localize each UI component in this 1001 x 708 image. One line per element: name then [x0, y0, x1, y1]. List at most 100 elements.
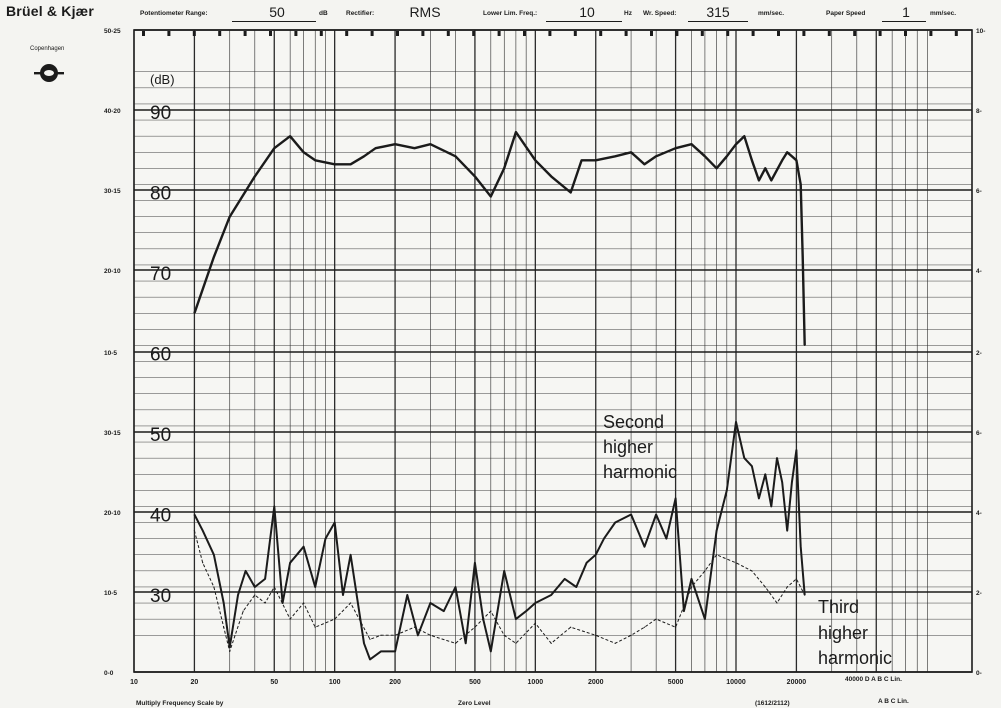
- data-point: [791, 481, 793, 483]
- sprocket-mark: [777, 31, 780, 36]
- left-scale-label: 30-15: [104, 430, 121, 437]
- data-point: [245, 570, 247, 572]
- data-point: [758, 497, 760, 499]
- data-point: [614, 521, 616, 524]
- sprocket-mark: [929, 31, 933, 36]
- data-point: [193, 312, 195, 314]
- y-tick-label: 70: [150, 264, 171, 285]
- y-tick-label: 90: [150, 103, 171, 124]
- data-point: [716, 167, 718, 169]
- data-point: [716, 554, 718, 556]
- sprocket-mark: [700, 31, 704, 36]
- data-point: [223, 626, 225, 628]
- annotation-second-1: Second: [603, 412, 664, 432]
- data-point: [314, 159, 316, 161]
- data-point: [770, 505, 772, 507]
- lower-lim-value: 10: [579, 4, 595, 20]
- data-point: [550, 642, 552, 644]
- lower-lim-label: Lower Lim. Freq.:: [483, 10, 538, 17]
- right-scale-label: 4-: [976, 268, 982, 275]
- data-point: [751, 159, 753, 161]
- right-scale-label: 2-: [976, 590, 982, 597]
- data-point: [776, 457, 778, 459]
- data-point: [254, 175, 256, 177]
- lower-lim-unit: Hz: [624, 10, 632, 17]
- data-point: [363, 155, 365, 157]
- sprocket-mark: [142, 31, 145, 36]
- data-point: [503, 570, 505, 572]
- data-point: [595, 159, 597, 161]
- data-point: [454, 586, 457, 588]
- data-point: [503, 167, 505, 169]
- data-point: [314, 586, 316, 588]
- wr-speed-unit: mm/sec.: [758, 10, 785, 17]
- data-point: [675, 626, 677, 628]
- data-point: [665, 538, 668, 540]
- data-point: [394, 650, 396, 653]
- x-tick-label: 2000: [588, 679, 604, 686]
- data-point: [764, 167, 766, 169]
- data-point: [264, 602, 266, 604]
- data-point: [413, 147, 416, 149]
- x-tick-label: 50: [270, 679, 278, 686]
- paper-speed-underline: [882, 21, 926, 22]
- data-point: [202, 562, 204, 564]
- data-point: [751, 570, 753, 572]
- data-point: [564, 578, 566, 580]
- sprocket-mark: [802, 31, 806, 36]
- right-scale-label: 6-: [976, 430, 982, 437]
- left-scale-label: 20-10: [104, 510, 121, 517]
- potentiometer-underline: [232, 21, 316, 22]
- data-point: [534, 159, 536, 161]
- y-tick-label: 40: [150, 506, 171, 527]
- data-point: [726, 155, 728, 157]
- data-point: [735, 143, 737, 145]
- data-point: [223, 602, 225, 604]
- annotation-second-3: harmonic: [603, 462, 677, 482]
- wr-speed-value: 315: [706, 4, 730, 20]
- data-point: [314, 626, 316, 628]
- chart-header: Brüel & Kjær Potentiometer Range: 50 dB …: [0, 0, 1001, 28]
- paper-speed-value: 1: [902, 4, 910, 20]
- data-point: [429, 602, 431, 604]
- y-tick-label: 50: [150, 425, 171, 446]
- sprocket-mark: [167, 31, 171, 36]
- sprocket-mark: [904, 31, 907, 36]
- data-point: [515, 618, 517, 620]
- data-point: [614, 155, 616, 157]
- data-point: [375, 147, 377, 149]
- data-point: [503, 634, 505, 636]
- data-point: [776, 602, 778, 604]
- data-point: [581, 159, 583, 161]
- data-point: [237, 594, 239, 596]
- data-point: [273, 586, 275, 588]
- right-scale-label: 4-: [976, 510, 982, 517]
- data-point: [786, 530, 788, 532]
- data-point: [324, 538, 327, 540]
- data-point: [786, 151, 788, 153]
- data-point: [380, 650, 382, 653]
- x-tick-label: 100: [329, 679, 341, 686]
- data-point: [413, 626, 416, 628]
- chart-traces: [193, 130, 806, 661]
- rectifier-value: RMS: [409, 4, 441, 20]
- data-point: [704, 155, 706, 157]
- data-point: [704, 570, 706, 572]
- data-point: [804, 344, 806, 346]
- data-point: [791, 155, 793, 157]
- left-scale-label: 10-5: [104, 590, 117, 597]
- data-point: [795, 578, 798, 580]
- right-scale-label: 10-: [976, 28, 985, 35]
- data-point: [614, 642, 616, 644]
- data-point: [229, 650, 231, 653]
- data-point: [764, 473, 766, 475]
- sprocket-mark: [573, 31, 577, 36]
- data-point: [474, 626, 476, 628]
- potentiometer-unit: dB: [319, 10, 328, 17]
- data-point: [334, 163, 336, 165]
- data-point: [417, 634, 419, 636]
- sprocket-mark: [421, 31, 425, 36]
- data-point: [525, 610, 527, 612]
- data-point: [764, 586, 766, 588]
- data-point: [781, 481, 783, 483]
